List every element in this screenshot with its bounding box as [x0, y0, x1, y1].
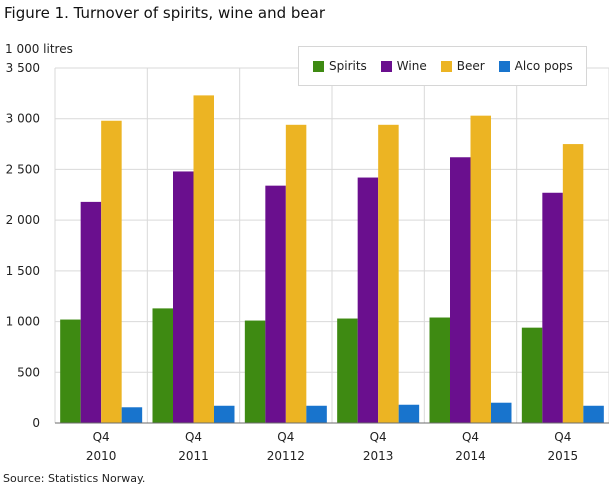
x-tick-label-year: 2010 [86, 449, 117, 463]
x-tick-label-year: 2015 [548, 449, 579, 463]
bar-spirits-2015 [521, 327, 543, 423]
x-tick-label-year: 2013 [363, 449, 394, 463]
legend-swatch [498, 60, 510, 72]
y-axis-unit-label: 1 000 litres [5, 42, 73, 56]
bars [60, 95, 604, 424]
bar-alco-pops-20112 [306, 405, 327, 423]
legend-label: Spirits [329, 59, 367, 73]
y-tick-label: 0 [32, 416, 40, 430]
bar-wine-2013 [357, 177, 379, 423]
x-tick-label-quarter: Q4 [554, 430, 571, 444]
legend-label: Alco pops [514, 59, 573, 73]
bar-beer-2010 [101, 120, 122, 423]
bar-alco-pops-2010 [121, 407, 143, 423]
bar-spirits-2010 [60, 319, 81, 423]
y-tick-label: 3 000 [6, 112, 40, 126]
bar-wine-2011 [173, 171, 194, 423]
x-tick-label-year: 2011 [178, 449, 209, 463]
bar-alco-pops-2014 [491, 402, 512, 423]
legend-label: Wine [396, 59, 427, 73]
bar-spirits-2014 [429, 317, 450, 423]
source-note: Source: Statistics Norway. [3, 472, 146, 485]
bar-wine-20112 [265, 185, 286, 423]
legend-label: Beer [456, 59, 485, 73]
y-tick-label: 500 [17, 365, 40, 379]
legend-item-beer: Beer [440, 59, 485, 73]
bar-spirits-2013 [337, 318, 358, 423]
legend: Spirits Wine Beer Alco pops [298, 46, 587, 86]
y-tick-label: 2 500 [6, 162, 40, 176]
axes: 0 500 1 000 1 500 2 000 2 500 3 000 3 500 Q4 2010… [6, 61, 609, 463]
chart-title: Figure 1. Turnover of spirits, wine and … [4, 4, 325, 22]
legend-item-spirits: Spirits [313, 59, 367, 73]
y-tick-label: 1 500 [6, 264, 40, 278]
legend-item-alco-pops: Alco pops [498, 59, 573, 73]
bar-spirits-20112 [244, 320, 266, 423]
x-tick-label-quarter: Q4 [370, 430, 387, 444]
bar-alco-pops-2015 [583, 405, 604, 423]
x-tick-label-year: 2014 [455, 449, 486, 463]
y-tick-label: 3 500 [6, 61, 40, 75]
bar-wine-2015 [542, 192, 563, 423]
bar-beer-2013 [378, 124, 399, 424]
x-tick-label-quarter: Q4 [93, 430, 110, 444]
bar-chart: 0 500 1 000 1 500 2 000 2 500 3 000 3 500 Q4 2010… [6, 61, 609, 463]
x-tick-label-quarter: Q4 [277, 430, 294, 444]
y-tick-label: 2 000 [6, 213, 40, 227]
legend-swatch [440, 60, 452, 72]
bar-beer-2014 [470, 115, 491, 424]
y-tick-label: 1 000 [6, 315, 40, 329]
bar-beer-2015 [562, 144, 584, 424]
bar-spirits-2011 [152, 308, 173, 423]
bar-beer-2011 [193, 95, 214, 423]
bar-alco-pops-2011 [214, 405, 235, 423]
x-tick-label-quarter: Q4 [185, 430, 202, 444]
legend-item-wine: Wine [380, 59, 427, 73]
bar-alco-pops-2013 [398, 404, 420, 423]
x-tick-label-year: 20112 [267, 449, 305, 463]
legend-swatch [380, 60, 392, 72]
bar-wine-2014 [450, 157, 471, 423]
bar-wine-2010 [80, 201, 102, 423]
legend-swatch [313, 60, 324, 72]
bar-beer-20112 [285, 124, 307, 424]
x-tick-label-quarter: Q4 [462, 430, 479, 444]
